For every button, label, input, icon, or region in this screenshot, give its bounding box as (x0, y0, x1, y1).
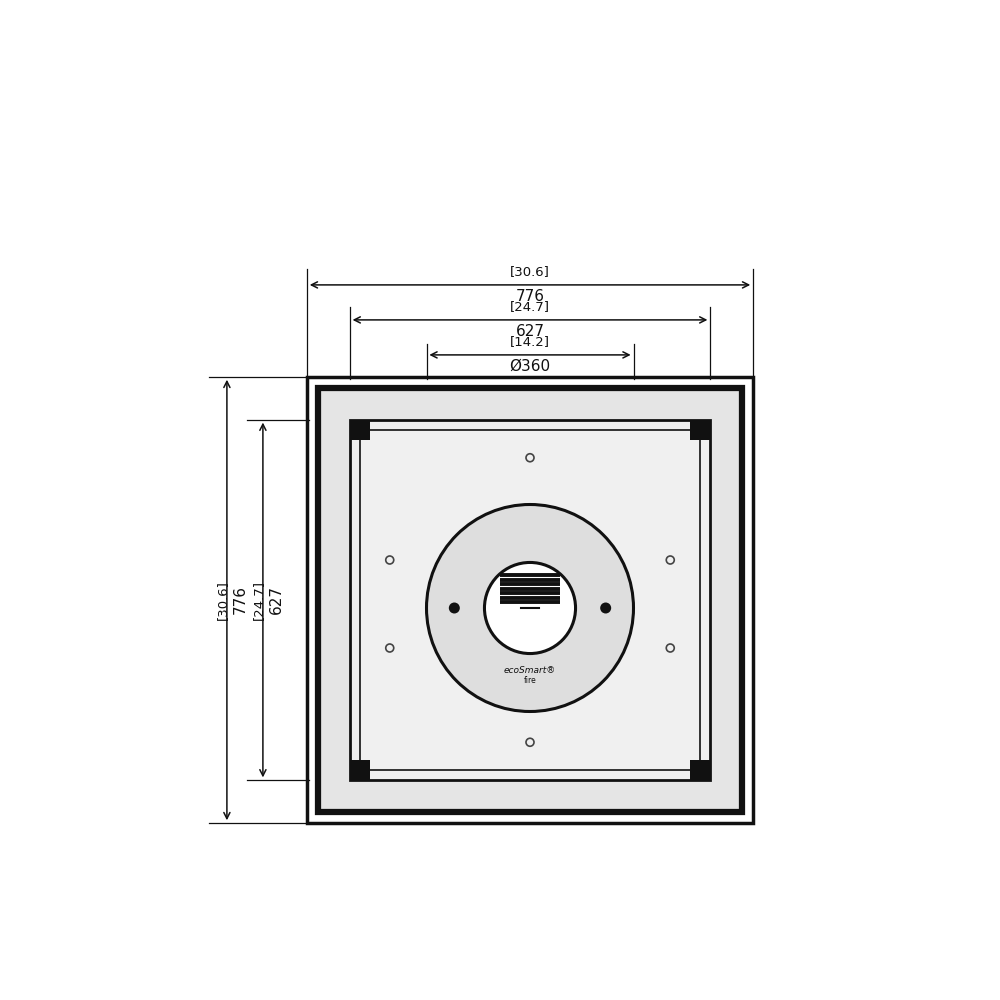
Text: Ø360: Ø360 (509, 359, 551, 374)
Text: [24.7]: [24.7] (510, 300, 550, 313)
Bar (360, 430, 700, 770)
Text: 776: 776 (516, 289, 544, 304)
Bar (690, 420, 710, 440)
Circle shape (426, 504, 634, 712)
Bar (350, 760, 370, 780)
Text: 776: 776 (232, 585, 247, 614)
Bar (690, 760, 710, 780)
Bar (350, 420, 370, 440)
Text: [24.7]: [24.7] (252, 580, 265, 620)
Text: [30.6]: [30.6] (216, 580, 229, 620)
Text: 627: 627 (516, 324, 544, 339)
Text: ecoSmart®: ecoSmart® (504, 666, 556, 675)
Bar (350, 420, 710, 780)
Bar (307, 377, 753, 823)
Text: 627: 627 (268, 585, 283, 614)
Bar (318, 388, 742, 812)
Text: fire: fire (524, 676, 536, 685)
Text: [14.2]: [14.2] (510, 335, 550, 348)
Circle shape (600, 602, 611, 613)
Text: [30.6]: [30.6] (510, 265, 550, 278)
Circle shape (449, 602, 460, 613)
Circle shape (484, 562, 576, 654)
